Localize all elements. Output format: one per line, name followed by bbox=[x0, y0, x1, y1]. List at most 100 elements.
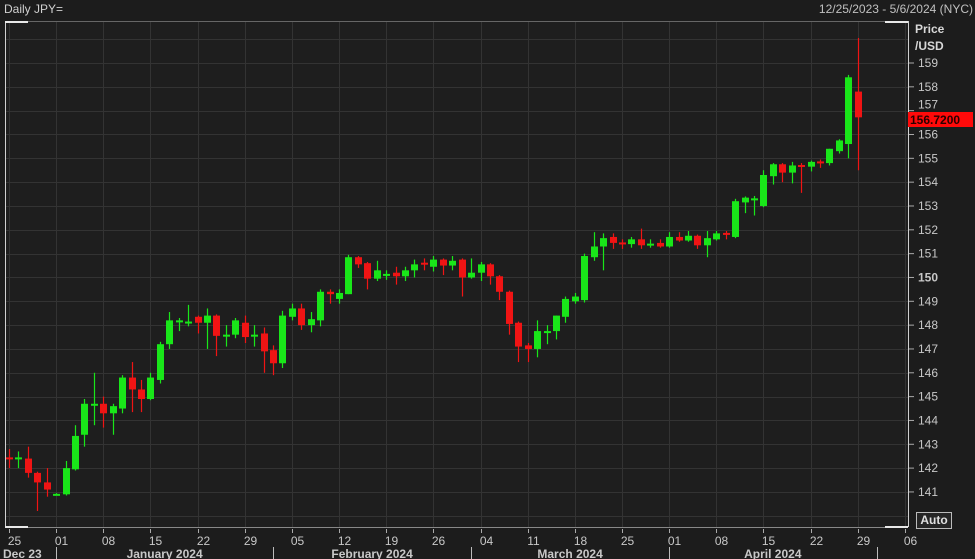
candle-body bbox=[572, 296, 579, 302]
candle[interactable] bbox=[506, 290, 513, 335]
candle[interactable] bbox=[6, 449, 13, 469]
candle[interactable] bbox=[610, 233, 617, 249]
candle[interactable] bbox=[279, 310, 286, 369]
candle[interactable] bbox=[195, 315, 202, 334]
candle[interactable] bbox=[713, 231, 720, 241]
candle[interactable] bbox=[468, 258, 475, 279]
candle[interactable] bbox=[581, 253, 588, 303]
candle[interactable] bbox=[345, 254, 352, 295]
candle[interactable] bbox=[798, 163, 805, 193]
candle[interactable] bbox=[421, 258, 428, 271]
candle[interactable] bbox=[223, 325, 230, 347]
candle[interactable] bbox=[308, 312, 315, 333]
candle[interactable] bbox=[402, 266, 409, 282]
candle[interactable] bbox=[157, 341, 164, 384]
candle[interactable] bbox=[572, 292, 579, 304]
candle[interactable] bbox=[440, 258, 447, 276]
candle[interactable] bbox=[53, 493, 60, 496]
candle[interactable] bbox=[213, 314, 220, 357]
candle[interactable] bbox=[298, 303, 305, 330]
candle[interactable] bbox=[742, 196, 749, 214]
candle[interactable] bbox=[242, 315, 249, 344]
candle[interactable] bbox=[204, 308, 211, 349]
candle[interactable] bbox=[808, 160, 815, 172]
candle[interactable] bbox=[25, 446, 32, 478]
candle[interactable] bbox=[760, 170, 767, 208]
candle[interactable] bbox=[779, 163, 786, 183]
candle[interactable] bbox=[836, 139, 843, 154]
candle[interactable] bbox=[261, 327, 268, 373]
candle[interactable] bbox=[100, 396, 107, 428]
y-tick-label: 154 bbox=[918, 175, 938, 189]
candle[interactable] bbox=[430, 256, 437, 272]
candle[interactable] bbox=[478, 261, 485, 282]
candle[interactable] bbox=[110, 403, 117, 435]
candle[interactable] bbox=[289, 303, 296, 321]
candle[interactable] bbox=[63, 460, 70, 496]
candle[interactable] bbox=[619, 239, 626, 249]
candle[interactable] bbox=[91, 372, 98, 426]
auto-scale-button[interactable]: Auto bbox=[916, 512, 952, 529]
candle-body bbox=[817, 161, 824, 164]
candle[interactable] bbox=[591, 232, 598, 261]
y-tick-label: 156 bbox=[918, 127, 938, 141]
candle[interactable] bbox=[553, 315, 560, 340]
candle[interactable] bbox=[685, 231, 692, 242]
candle[interactable] bbox=[327, 289, 334, 304]
candle[interactable] bbox=[855, 37, 862, 171]
candle[interactable] bbox=[176, 317, 183, 332]
candle[interactable] bbox=[393, 266, 400, 285]
candle[interactable] bbox=[459, 258, 466, 297]
candle[interactable] bbox=[119, 375, 126, 414]
candle[interactable] bbox=[845, 74, 852, 159]
candle[interactable] bbox=[374, 260, 381, 282]
candle[interactable] bbox=[789, 161, 796, 184]
candle[interactable] bbox=[562, 296, 569, 323]
candle[interactable] bbox=[628, 236, 635, 248]
candle[interactable] bbox=[751, 195, 758, 216]
candle[interactable] bbox=[666, 232, 673, 248]
candle[interactable] bbox=[449, 256, 456, 271]
candle[interactable] bbox=[34, 471, 41, 512]
candle[interactable] bbox=[817, 159, 824, 168]
candle[interactable] bbox=[251, 325, 258, 347]
candle[interactable] bbox=[600, 233, 607, 271]
candle[interactable] bbox=[676, 232, 683, 242]
candle[interactable] bbox=[723, 231, 730, 240]
candle[interactable] bbox=[185, 304, 192, 327]
candle[interactable] bbox=[544, 325, 551, 345]
candle[interactable] bbox=[657, 239, 664, 248]
candle[interactable] bbox=[694, 234, 701, 249]
candle[interactable] bbox=[487, 263, 494, 285]
candle[interactable] bbox=[770, 163, 777, 185]
candle[interactable] bbox=[166, 312, 173, 349]
candle[interactable] bbox=[826, 148, 833, 166]
candle-body bbox=[798, 164, 805, 167]
candle[interactable] bbox=[638, 228, 645, 249]
candle[interactable] bbox=[15, 451, 22, 469]
candle[interactable] bbox=[525, 343, 532, 363]
candle[interactable] bbox=[383, 270, 390, 280]
candle[interactable] bbox=[364, 261, 371, 290]
candle[interactable] bbox=[317, 289, 324, 327]
candle-body bbox=[91, 403, 98, 406]
candle[interactable] bbox=[411, 259, 418, 278]
candle[interactable] bbox=[147, 372, 154, 401]
candle[interactable] bbox=[72, 425, 79, 471]
candle[interactable] bbox=[704, 231, 711, 258]
candle[interactable] bbox=[534, 320, 541, 358]
candle[interactable] bbox=[138, 379, 145, 413]
candle[interactable] bbox=[129, 362, 136, 413]
candle[interactable] bbox=[496, 275, 503, 301]
candle[interactable] bbox=[232, 317, 239, 339]
candle[interactable] bbox=[515, 321, 522, 363]
candle[interactable] bbox=[355, 256, 362, 268]
plot-area[interactable] bbox=[5, 21, 908, 527]
candle[interactable] bbox=[647, 239, 654, 248]
candle[interactable] bbox=[336, 289, 343, 304]
candle[interactable] bbox=[44, 468, 51, 497]
candle[interactable] bbox=[270, 345, 277, 376]
candle[interactable] bbox=[732, 198, 739, 239]
candle[interactable] bbox=[81, 399, 88, 447]
